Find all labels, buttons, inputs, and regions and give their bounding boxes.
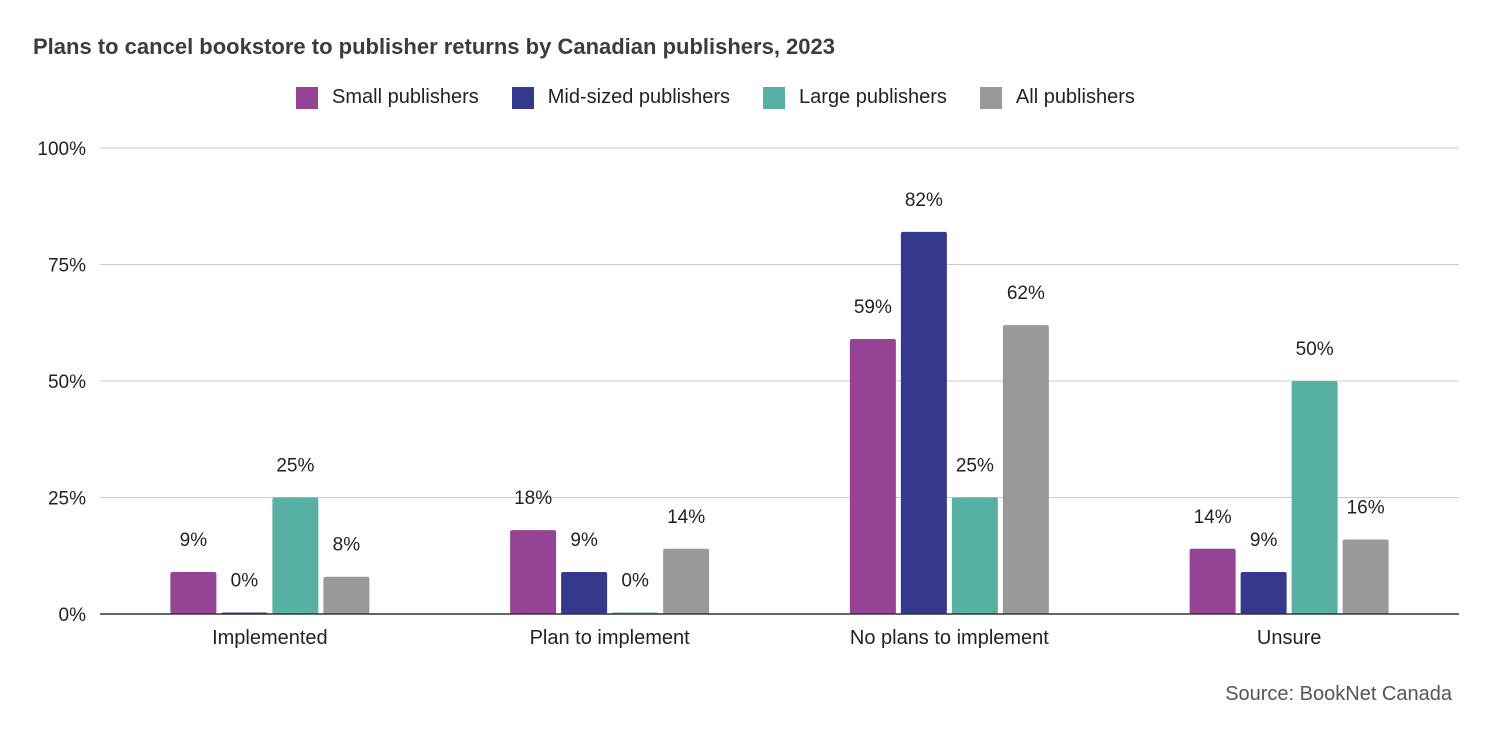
bar: [849, 339, 896, 614]
source-note: Source: BookNet Canada: [1225, 683, 1452, 705]
legend-swatch-small: [296, 86, 318, 109]
bar: [272, 497, 319, 614]
data-label: 9%: [1250, 530, 1278, 551]
bar: [951, 497, 998, 614]
y-tick-label: 0%: [59, 605, 87, 626]
data-label: 50%: [1296, 339, 1334, 360]
legend-label-small: Small publishers: [332, 86, 479, 108]
x-category-label: Unsure: [1257, 627, 1321, 649]
legend-item-all: All publishers: [979, 86, 1135, 109]
data-label: 25%: [276, 456, 314, 477]
bar: [510, 530, 557, 614]
bar: [1240, 572, 1287, 614]
bar: [1291, 381, 1338, 614]
legend-swatch-mid-sized: [511, 86, 534, 109]
bar: [323, 576, 370, 614]
data-label: 14%: [667, 507, 705, 528]
bar: [1189, 548, 1236, 614]
x-axis-category-labels: Implemented Plan to implement No plans to …: [212, 627, 1321, 649]
data-label: 16%: [1347, 497, 1385, 518]
data-label: 82%: [905, 190, 943, 211]
legend-item-small: Small publishers: [296, 86, 479, 109]
x-category-label: Implemented: [212, 627, 328, 649]
bars: [170, 231, 1389, 614]
legend-swatch-all: [979, 86, 1002, 109]
data-label: 0%: [231, 571, 259, 592]
bar: [900, 231, 947, 614]
data-labels: 9% 0% 25% 8% 18% 9% 0% 14% 59% 82% 25% 62% 14% 9% 50% 1…: [180, 190, 1385, 592]
bar: [1002, 325, 1049, 614]
y-axis-tick-labels: 0% 25% 50% 75% 100%: [37, 139, 86, 626]
data-label: 18%: [514, 488, 552, 509]
x-category-label: Plan to implement: [530, 627, 691, 649]
legend-label-large: Large publishers: [799, 86, 947, 108]
legend-item-large: Large publishers: [763, 86, 947, 109]
bar: [561, 572, 608, 614]
data-label: 9%: [180, 530, 208, 551]
chart-title: Plans to cancel bookstore to publisher r…: [33, 34, 835, 59]
bar: [170, 572, 217, 614]
legend-label-all: All publishers: [1015, 86, 1135, 108]
data-label: 14%: [1194, 507, 1232, 528]
bar: [663, 548, 710, 614]
legend-item-mid-sized: Mid-sized publishers: [511, 86, 731, 109]
gridlines: [100, 147, 1459, 498]
legend: Small publishers Mid-sized publishers La…: [296, 86, 1168, 109]
data-label: 9%: [570, 530, 598, 551]
y-tick-label: 75%: [48, 256, 86, 277]
y-tick-label: 100%: [37, 139, 86, 160]
data-label: 8%: [333, 535, 361, 556]
bar: [1342, 539, 1389, 614]
y-tick-label: 50%: [48, 372, 86, 393]
y-tick-label: 25%: [48, 489, 86, 510]
data-label: 0%: [621, 571, 649, 592]
data-label: 59%: [854, 297, 892, 318]
legend-label-mid-sized: Mid-sized publishers: [547, 86, 731, 108]
x-category-label: No plans to implement: [850, 627, 1049, 649]
legend-swatch-large: [763, 86, 786, 109]
data-label: 25%: [956, 456, 994, 477]
data-label: 62%: [1007, 283, 1045, 304]
